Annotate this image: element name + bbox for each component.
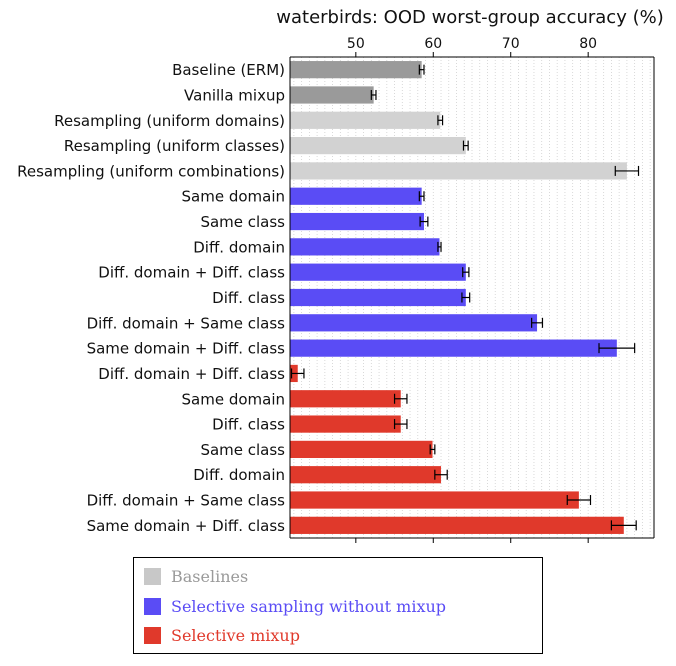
bar <box>290 162 627 180</box>
category-label: Diff. domain + Same class <box>87 492 286 510</box>
bar <box>290 238 440 256</box>
category-label: Diff. class <box>212 416 285 434</box>
category-label: Same domain + Diff. class <box>87 517 286 535</box>
bar-chart: waterbirds: OOD worst-group accuracy (%)… <box>17 7 664 543</box>
legend-swatch <box>144 567 161 585</box>
category-label: Resampling (uniform classes) <box>64 137 285 155</box>
category-label: Vanilla mixup <box>184 86 285 104</box>
chart-title: waterbirds: OOD worst-group accuracy (%) <box>276 7 663 28</box>
bar <box>290 111 441 129</box>
bar <box>290 390 401 408</box>
bar <box>290 440 433 459</box>
x-tick-label: 50 <box>347 36 365 52</box>
category-label: Same class <box>200 441 285 459</box>
bar <box>290 516 624 534</box>
x-tick-label: 60 <box>424 36 442 52</box>
legend-item-baselines: Baselines <box>144 565 248 587</box>
category-label: Diff. domain <box>193 238 285 256</box>
legend-label: Selective sampling without mixup <box>171 596 447 616</box>
bar <box>290 136 466 155</box>
bar <box>290 466 442 484</box>
category-label: Diff. domain + Diff. class <box>98 264 285 282</box>
category-label: Diff. class <box>212 289 285 307</box>
bar <box>290 86 374 104</box>
legend-item-selective-mixup: Selective mixup <box>144 624 300 646</box>
category-label: Resampling (uniform combinations) <box>17 162 285 180</box>
category-label: Diff. domain + Same class <box>87 314 286 332</box>
legend-swatch <box>144 626 161 644</box>
category-label: Baseline (ERM) <box>172 61 285 79</box>
category-label: Same domain <box>182 188 286 206</box>
legend-label: Baselines <box>171 566 249 586</box>
bar <box>290 339 617 357</box>
bar <box>290 187 422 205</box>
bar <box>290 263 466 281</box>
legend-item-selective-sampling: Selective sampling without mixup <box>144 595 446 617</box>
category-label: Same domain <box>182 390 286 408</box>
bar <box>290 314 538 332</box>
bar <box>290 491 579 509</box>
category-label: Diff. domain + Diff. class <box>98 365 285 383</box>
bar <box>290 61 422 79</box>
chart-legend: Baselines Selective sampling without mix… <box>133 557 543 654</box>
bar <box>290 212 424 231</box>
category-label: Same class <box>200 213 285 231</box>
bar <box>290 288 466 307</box>
x-tick-label: 70 <box>502 36 520 52</box>
category-label: Resampling (uniform domains) <box>54 112 285 130</box>
category-label: Diff. domain <box>193 466 285 484</box>
x-tick-label: 80 <box>579 36 597 52</box>
legend-swatch <box>144 597 161 615</box>
category-label: Same domain + Diff. class <box>87 340 286 358</box>
bar <box>290 415 401 433</box>
legend-label: Selective mixup <box>171 625 300 645</box>
